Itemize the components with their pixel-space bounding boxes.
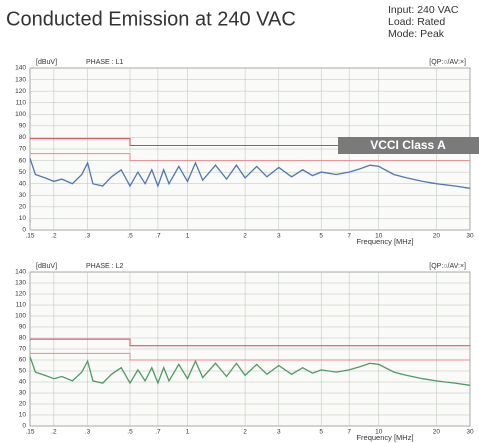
y-tick-label: 30 bbox=[19, 390, 27, 397]
x-tick-label: 3 bbox=[277, 233, 281, 240]
x-tick-label: 10 bbox=[375, 429, 383, 436]
y-tick-label: 120 bbox=[15, 291, 26, 298]
y-tick-label: 130 bbox=[15, 76, 26, 83]
y-axis-label: [dBuV] bbox=[36, 263, 57, 270]
y-tick-label: 120 bbox=[15, 88, 26, 95]
y-tick-label: 20 bbox=[19, 204, 27, 211]
series-line bbox=[29, 158, 471, 189]
legend-note: [QP:○/AV:×] bbox=[429, 263, 466, 270]
y-tick-label: 90 bbox=[19, 324, 27, 331]
x-axis-label: Frequency [MHz] bbox=[356, 237, 413, 246]
x-tick-label: 1 bbox=[186, 233, 190, 240]
x-tick-label: 5 bbox=[319, 233, 323, 240]
y-tick-label: 40 bbox=[19, 379, 27, 386]
legend-note: [QP:○/AV:×] bbox=[429, 59, 466, 66]
x-tick-label: 3 bbox=[277, 429, 281, 436]
x-tick-label: .3 bbox=[85, 233, 91, 240]
x-tick-label: .7 bbox=[155, 233, 161, 240]
y-tick-label: 100 bbox=[15, 111, 26, 118]
badge bbox=[338, 137, 479, 154]
y-tick-label: 100 bbox=[15, 313, 26, 320]
y-tick-label: 70 bbox=[19, 146, 27, 153]
note: Load: Rated bbox=[388, 16, 445, 28]
x-tick-label: .2 bbox=[51, 233, 57, 240]
x-tick-label: .7 bbox=[155, 429, 161, 436]
x-tick-label: 10 bbox=[375, 233, 383, 240]
x-tick-label: 2 bbox=[243, 233, 247, 240]
x-tick-label: 5 bbox=[319, 429, 323, 436]
series-line bbox=[29, 356, 471, 386]
x-tick-label: .3 bbox=[85, 429, 91, 436]
y-tick-label: 80 bbox=[19, 134, 27, 141]
x-tick-label: 30 bbox=[466, 233, 474, 240]
y-tick-label: 60 bbox=[19, 357, 27, 364]
series-line bbox=[30, 138, 470, 146]
y-tick-label: 60 bbox=[19, 157, 27, 164]
y-tick-label: 110 bbox=[16, 99, 27, 106]
x-tick-label: .15 bbox=[25, 233, 34, 240]
y-tick-label: 20 bbox=[19, 401, 27, 408]
note: Input: 240 VAC bbox=[388, 4, 459, 16]
y-tick-label: 10 bbox=[19, 215, 27, 222]
x-tick-label: 30 bbox=[466, 429, 474, 436]
subtitle: PHASE : L2 bbox=[86, 263, 123, 270]
x-tick-label: 1 bbox=[186, 429, 190, 436]
series-line bbox=[30, 338, 470, 347]
y-tick-label: 40 bbox=[19, 180, 27, 187]
x-tick-label: .2 bbox=[51, 429, 57, 436]
x-tick-label: 2 bbox=[243, 429, 247, 436]
y-tick-label: 80 bbox=[19, 335, 27, 342]
series-line bbox=[30, 153, 470, 162]
x-tick-label: 7 bbox=[347, 233, 351, 240]
y-tick-label: 90 bbox=[19, 123, 27, 130]
y-axis-label: [dBuV] bbox=[36, 59, 57, 66]
page-title: Conducted Emission at 240 VAC bbox=[6, 8, 296, 30]
x-tick-label: .5 bbox=[127, 233, 133, 240]
note: Mode: Peak bbox=[388, 28, 445, 40]
subtitle: PHASE : L1 bbox=[86, 59, 123, 66]
x-tick-label: 20 bbox=[433, 233, 441, 240]
y-tick-label: 110 bbox=[16, 302, 27, 309]
y-tick-label: 130 bbox=[15, 280, 26, 287]
x-tick-label: 20 bbox=[433, 429, 441, 436]
y-tick-label: 50 bbox=[19, 368, 27, 375]
x-tick-label: .15 bbox=[25, 429, 34, 436]
y-tick-label: 10 bbox=[19, 412, 27, 419]
y-tick-label: 0 bbox=[22, 227, 26, 234]
y-tick-label: 50 bbox=[19, 169, 27, 176]
x-tick-label: 7 bbox=[347, 429, 351, 436]
y-tick-label: 140 bbox=[15, 65, 26, 72]
badge-text: VCCI Class A bbox=[370, 138, 446, 152]
y-tick-label: 70 bbox=[19, 346, 27, 353]
y-tick-label: 0 bbox=[22, 423, 26, 430]
y-tick-label: 30 bbox=[19, 192, 27, 199]
x-axis-label: Frequency [MHz] bbox=[356, 433, 413, 442]
y-tick-label: 140 bbox=[15, 269, 26, 276]
x-tick-label: .5 bbox=[127, 429, 133, 436]
series-line bbox=[30, 352, 470, 361]
